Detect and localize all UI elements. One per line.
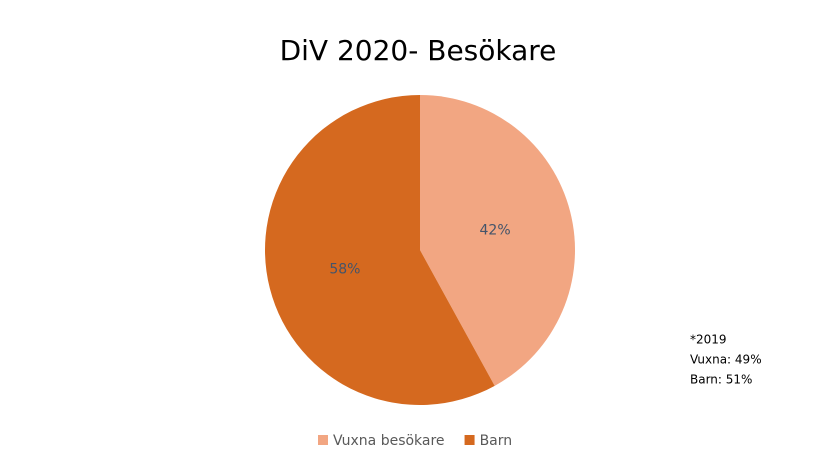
legend-swatch bbox=[464, 435, 475, 445]
data-label: 42% bbox=[480, 223, 511, 239]
annotation: Barn: 51% bbox=[690, 373, 752, 387]
legend-swatch bbox=[318, 435, 328, 445]
legend-label: Barn bbox=[480, 433, 513, 449]
chart-title: DiV 2020- Besökare bbox=[280, 34, 557, 67]
data-label: 58% bbox=[329, 261, 360, 277]
pie-slice bbox=[265, 95, 495, 406]
pie-slice bbox=[420, 95, 575, 386]
legend-label: Vuxna besökare bbox=[333, 433, 445, 449]
annotation: Vuxna: 49% bbox=[690, 353, 762, 367]
annotation: *2019 bbox=[690, 333, 727, 347]
